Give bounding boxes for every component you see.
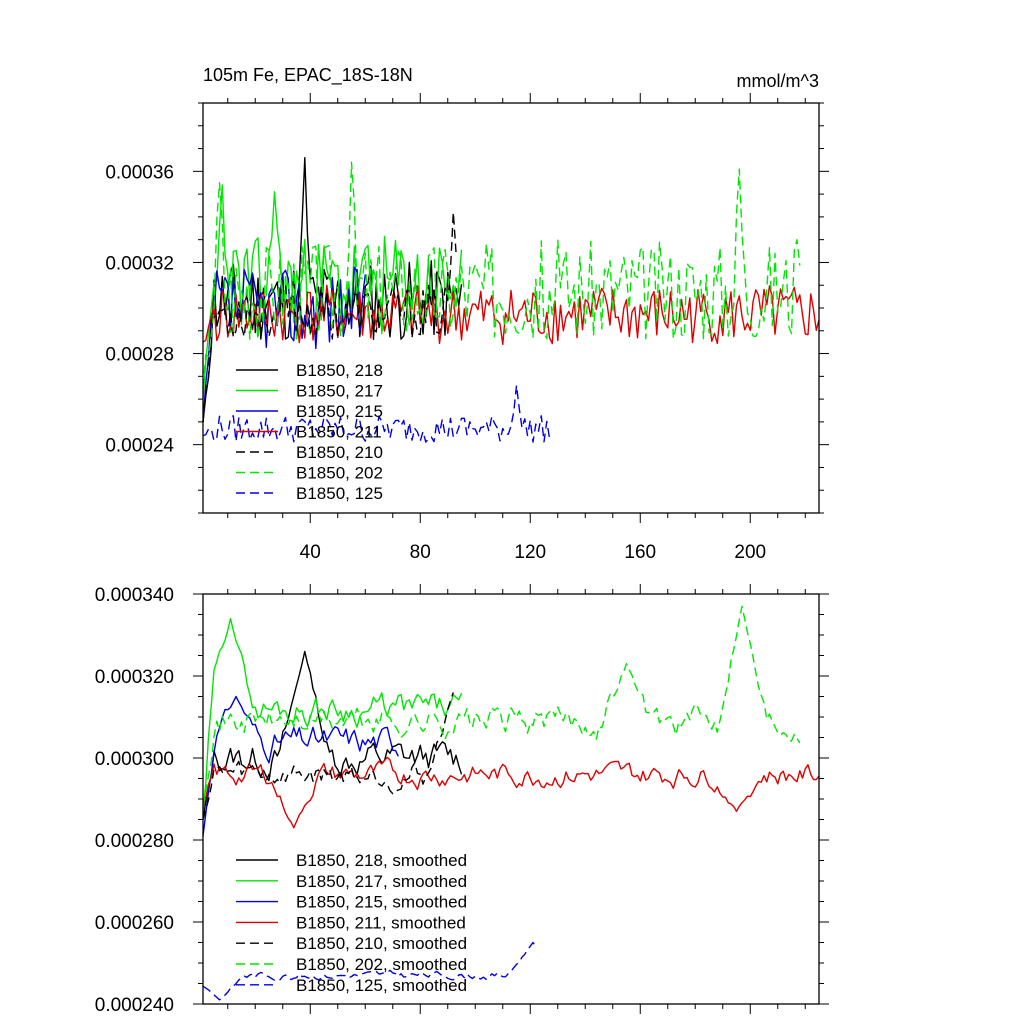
series-line-5: [202, 211, 457, 422]
plot-frame: [202, 593, 820, 1005]
y-tick-label: 0.000260: [95, 913, 174, 934]
legend-label: B1850, 211: [296, 423, 382, 442]
legend-label: B1850, 215: [296, 402, 383, 421]
legend-label: B1850, 210: [296, 443, 383, 462]
legend-label: B1850, 211, smoothed: [296, 913, 466, 932]
series-group: [202, 605, 820, 1001]
legend-label: B1850, 218: [296, 361, 383, 380]
series-line-3: [202, 266, 366, 422]
series-line-6: [202, 161, 801, 388]
series-line-6: [202, 605, 801, 808]
series-line-4: [202, 756, 820, 829]
series-line-5: [202, 692, 454, 820]
panel-bottom: 0.000240 0.000260 0.000280 0.000300 0.000320…: [95, 584, 829, 1016]
y-tick-label: 0.00024: [105, 436, 174, 457]
x-tick-label: 160: [624, 542, 656, 563]
legend-label: B1850, 218, smoothed: [296, 851, 467, 870]
legend-label: B1850, 210, smoothed: [296, 934, 467, 953]
panel-top: 105m Fe, EPAC_18S-18N mmol/m^3 40 80 120 16…: [105, 65, 829, 563]
y-tick-label: 0.00032: [105, 253, 174, 274]
legend-label: B1850, 217: [296, 382, 383, 401]
series-line-7: [202, 384, 551, 443]
plot-frame: [202, 102, 820, 514]
legend-label: B1850, 202, smoothed: [296, 955, 467, 974]
legend-label: B1850, 217, smoothed: [296, 872, 467, 891]
y-tick-label: 0.000280: [95, 831, 174, 852]
ticks-group: 40 80 120 160 200 0.00024 0.00028 0.00032 0.0003…: [105, 93, 829, 563]
x-tick-label: 40: [300, 542, 321, 563]
legend: B1850, 218, smoothed B1850, 217, smoothed…: [236, 851, 467, 995]
legend-label: B1850, 202: [296, 464, 383, 483]
x-tick-label: 200: [734, 542, 766, 563]
series-line-7: [202, 941, 537, 1001]
y-tick-label: 0.000300: [95, 749, 174, 770]
x-tick-label: 80: [410, 542, 431, 563]
y-tick-label: 0.000320: [95, 667, 174, 688]
series-line-3: [202, 695, 399, 836]
legend-label: B1850, 125: [296, 484, 383, 503]
y-tick-label: 0.000340: [95, 585, 174, 606]
legend-label: B1850, 215, smoothed: [296, 893, 467, 912]
panel-title: 105m Fe, EPAC_18S-18N: [203, 65, 413, 86]
series-line-2: [202, 617, 463, 812]
ticks-group: 0.000240 0.000260 0.000280 0.000300 0.000320…: [95, 584, 829, 1016]
y-tick-label: 0.000240: [95, 995, 174, 1016]
y-tick-label: 0.00028: [105, 345, 174, 366]
legend-label: B1850, 125, smoothed: [296, 976, 467, 995]
series-line-2: [202, 184, 463, 400]
series-group: [202, 156, 820, 443]
y-tick-label: 0.00036: [105, 162, 174, 183]
x-tick-label: 120: [514, 542, 546, 563]
units-label: mmol/m^3: [737, 71, 819, 91]
series-line-1: [202, 650, 463, 820]
